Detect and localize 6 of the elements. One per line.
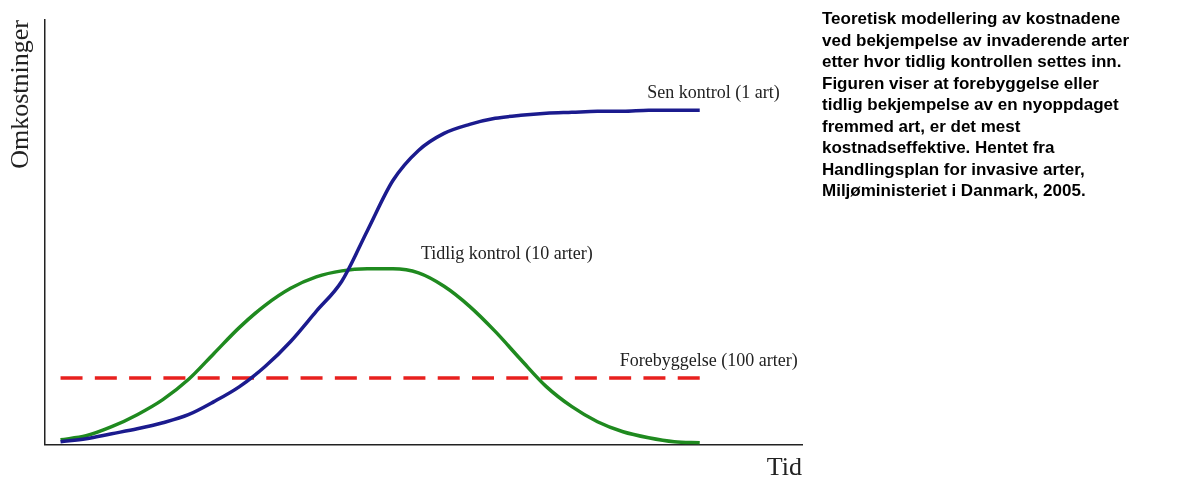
x-axis-title: Tid [766,452,802,482]
series-label: Forebyggelse (100 arter) [619,349,798,371]
series-label: Sen kontrol (1 art) [647,82,780,104]
series-label: Tidlig kontrol (10 arter) [420,242,593,264]
text: Teoretisk modellering av kostnadene ved bekjempelse av invaderende arter etter hvor tidlig kontrollen settes inn. Figuren viser at forebyggelse eller tidlig bekjempelse av en nyoppdaget fremmed art, er det mest kostnadseffektive. Hentet fra Handlingsplan for invasive arter, Miljøministeriet i Danmark, 2005. [822,9,1130,200]
y-axis-title: Omkostninger [5,19,35,169]
